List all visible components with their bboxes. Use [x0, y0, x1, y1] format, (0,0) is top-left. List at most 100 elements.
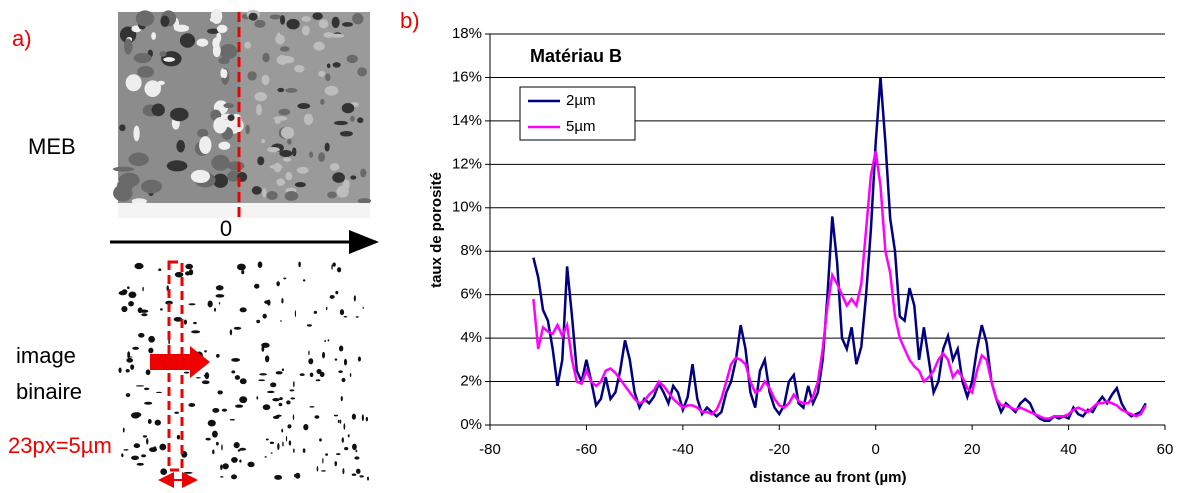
texture — [128, 300, 134, 307]
texture — [324, 85, 339, 96]
texture — [185, 263, 194, 270]
texture — [346, 54, 358, 64]
texture — [313, 310, 318, 314]
x-tick-label: -60 — [576, 441, 598, 458]
texture — [163, 57, 176, 62]
texture — [158, 268, 162, 272]
texture — [360, 168, 367, 178]
texture — [357, 198, 371, 204]
texture — [233, 326, 242, 330]
binary-label: binaire — [16, 379, 82, 404]
texture — [112, 166, 135, 172]
texture — [216, 24, 228, 34]
sem-info-bar — [118, 203, 370, 218]
texture — [335, 290, 339, 295]
y-axis-title: taux de porosité — [428, 172, 445, 288]
texture — [123, 449, 129, 451]
texture — [319, 371, 325, 378]
texture — [212, 37, 220, 49]
texture — [215, 441, 219, 446]
texture — [309, 372, 314, 378]
texture — [131, 455, 140, 461]
texture — [160, 308, 163, 311]
texture — [279, 150, 293, 158]
texture — [353, 295, 356, 302]
texture — [308, 358, 314, 365]
texture — [239, 378, 247, 385]
texture — [133, 443, 141, 449]
texture — [245, 124, 250, 135]
texture — [128, 291, 137, 299]
texture — [216, 353, 220, 358]
texture — [344, 447, 349, 451]
sem-label: MEB — [28, 134, 76, 159]
texture — [219, 44, 238, 60]
texture — [135, 385, 145, 387]
texture — [337, 419, 340, 424]
texture — [125, 369, 130, 373]
texture — [279, 46, 290, 52]
texture — [183, 319, 188, 325]
texture — [174, 411, 180, 414]
texture — [350, 175, 357, 180]
texture — [341, 437, 344, 443]
texture — [355, 449, 358, 453]
texture — [220, 464, 223, 471]
texture — [118, 290, 127, 296]
texture — [173, 316, 183, 322]
texture — [121, 305, 128, 313]
texture — [341, 22, 353, 27]
texture — [121, 453, 124, 458]
texture — [266, 191, 278, 200]
texture — [231, 457, 238, 463]
texture — [264, 355, 270, 363]
texture — [231, 358, 241, 362]
texture — [272, 398, 280, 402]
texture — [283, 277, 287, 280]
texture — [308, 350, 310, 356]
texture — [239, 459, 242, 463]
texture — [256, 104, 263, 116]
texture — [331, 264, 333, 270]
texture — [229, 329, 233, 336]
texture — [352, 13, 364, 25]
texture — [168, 338, 170, 345]
texture — [207, 300, 213, 308]
texture — [160, 15, 170, 27]
texture — [132, 346, 139, 350]
texture — [152, 83, 162, 90]
texture — [221, 408, 228, 412]
texture — [148, 347, 154, 354]
texture — [285, 88, 298, 93]
texture — [286, 400, 291, 405]
texture — [288, 440, 292, 446]
texture — [327, 339, 330, 342]
texture — [131, 198, 148, 205]
texture — [144, 401, 153, 405]
texture — [221, 444, 223, 451]
texture — [312, 12, 323, 20]
texture — [269, 164, 283, 170]
texture — [145, 369, 151, 376]
texture — [137, 66, 155, 78]
texture — [155, 391, 163, 394]
texture — [343, 358, 348, 366]
texture — [212, 430, 218, 438]
texture — [223, 103, 234, 109]
texture — [170, 107, 189, 122]
texture — [302, 279, 306, 282]
texture — [125, 74, 142, 92]
texture — [191, 330, 201, 334]
texture — [342, 468, 345, 475]
texture — [269, 441, 275, 445]
texture — [188, 403, 196, 407]
texture — [278, 108, 291, 116]
texture — [347, 434, 350, 438]
texture — [212, 173, 229, 188]
texture — [236, 263, 246, 271]
texture — [272, 415, 280, 419]
texture — [231, 474, 238, 480]
scale-label: 23px=5µm — [8, 433, 112, 458]
texture — [235, 404, 244, 408]
texture — [301, 25, 310, 36]
